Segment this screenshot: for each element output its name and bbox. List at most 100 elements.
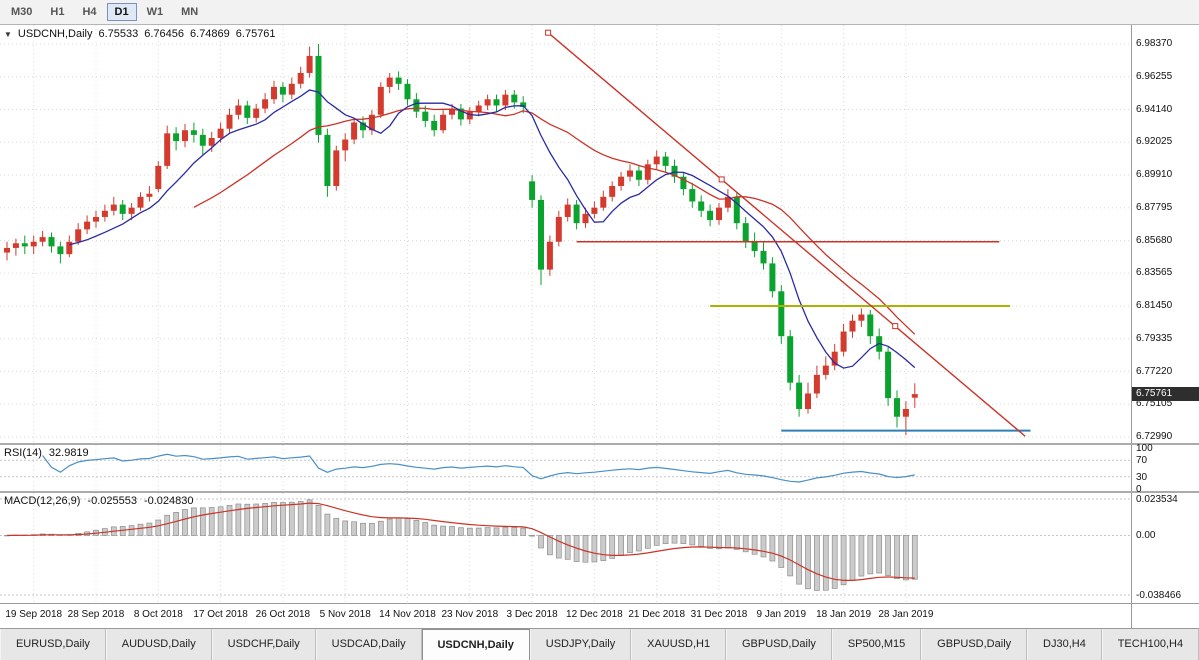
main-chart-canvas[interactable]	[0, 25, 1131, 443]
candle	[849, 314, 856, 338]
candle	[244, 100, 251, 125]
rsi-axis-label: 100	[1136, 443, 1153, 454]
candle	[707, 204, 714, 227]
candle	[796, 374, 803, 417]
main-grid-layer	[0, 25, 1131, 443]
candle	[253, 103, 260, 123]
date-axis-label: 19 Sep 2018	[5, 609, 63, 620]
ma-fast-line	[69, 89, 916, 369]
candle	[377, 82, 384, 118]
timeframe-button-m30[interactable]: M30	[11, 6, 33, 18]
chart-tab-audusd-daily[interactable]: AUDUSD,Daily	[105, 629, 212, 660]
candle	[573, 199, 580, 230]
date-axis-label: 14 Nov 2018	[379, 609, 436, 620]
candle	[288, 77, 295, 100]
candle	[182, 124, 188, 148]
timeframe-button-mn[interactable]: MN	[181, 6, 199, 18]
timeframe-button-h1[interactable]: H1	[50, 6, 65, 18]
candle	[4, 241, 10, 261]
price-axis-label: 6.79335	[1136, 332, 1173, 344]
panel-divider[interactable]	[0, 443, 1199, 445]
rsi-row: RSI(14) 32.9819 100 70 30 0	[0, 443, 1199, 495]
chart-tab-usdjpy-daily[interactable]: USDJPY,Daily	[529, 629, 632, 660]
trendline[interactable]	[547, 32, 1026, 437]
trendline-handle[interactable]	[718, 176, 725, 183]
timeframe-button-d1[interactable]: D1	[106, 3, 137, 21]
candle	[466, 107, 473, 125]
candle	[351, 117, 358, 145]
chart-tab-xauusd-h1[interactable]: XAUUSD,H1	[631, 629, 727, 660]
candle	[84, 215, 91, 234]
main-chart-row: ▼ USDCNH,Daily 6.75533 6.76456 6.74869 6…	[0, 25, 1199, 443]
macd-name-label: MACD(12,26,9)	[4, 495, 81, 507]
chart-tab-eurusd-daily[interactable]: EURUSD,Daily	[0, 629, 106, 660]
candle	[609, 181, 616, 202]
candle	[306, 46, 313, 78]
candle	[582, 207, 589, 228]
candle	[404, 79, 411, 106]
candle	[751, 232, 758, 258]
chart-tab-usdchf-daily[interactable]: USDCHF,Daily	[211, 629, 316, 660]
candle	[493, 94, 500, 112]
price-axis-label: 6.96255	[1136, 70, 1173, 82]
candle	[12, 238, 19, 256]
candle	[698, 195, 705, 217]
macd-canvas[interactable]	[0, 493, 1131, 603]
date-axis-label: 12 Dec 2018	[566, 609, 623, 620]
candle	[21, 235, 28, 255]
chart-tab-gbpusd-daily[interactable]: GBPUSD,Daily	[921, 629, 1028, 660]
candle	[529, 175, 536, 208]
price-axis-label: 6.98370	[1136, 38, 1173, 49]
panel-divider[interactable]	[0, 491, 1199, 493]
price-axis-label: 6.94140	[1136, 103, 1173, 115]
chart-tab-dj30-h4[interactable]: DJ30,H4	[1027, 629, 1102, 660]
date-axis-row: 19 Sep 2018 28 Sep 2018 8 Oct 2018 17 Oct 2…	[0, 603, 1199, 628]
candle	[671, 159, 678, 183]
candle	[110, 196, 117, 216]
date-axis-label: 9 Jan 2019	[756, 609, 807, 620]
trendline-handle[interactable]	[545, 29, 552, 36]
rsi-canvas[interactable]	[0, 445, 1131, 491]
macd-signal-line	[7, 502, 915, 582]
macd-axis-label: 0.00	[1136, 530, 1156, 542]
chart-dropdown-arrow-icon[interactable]: ▼	[4, 29, 12, 39]
rsi-value-label: 32.9819	[48, 447, 89, 459]
candle	[555, 210, 562, 247]
rsi-grid-layer	[0, 445, 1131, 491]
candle	[279, 82, 286, 103]
candle	[662, 151, 669, 173]
candle	[805, 382, 811, 414]
rsi-axis-label: 70	[1136, 455, 1148, 467]
candle	[199, 128, 206, 156]
chart-tab-tech100-h4[interactable]: TECH100,H4	[1101, 629, 1199, 660]
candle	[813, 365, 820, 399]
main-chart[interactable]: ▼ USDCNH,Daily 6.75533 6.76456 6.74869 6…	[0, 25, 1131, 443]
date-axis-label: 26 Oct 2018	[255, 609, 311, 620]
chart-tab-sp500-m15[interactable]: SP500,M15	[831, 629, 922, 660]
candle	[137, 192, 144, 211]
candle	[119, 199, 126, 221]
chart-tab-usdcnh-daily[interactable]: USDCNH,Daily	[421, 629, 530, 660]
trendline-handle[interactable]	[892, 323, 899, 330]
candle	[297, 66, 304, 89]
price-axis[interactable]: 6.75761 6.98370 6.96255 6.94140 6.92025 6.89…	[1131, 25, 1199, 443]
timeframe-button-h4[interactable]: H4	[82, 6, 97, 18]
timeframe-button-w1[interactable]: W1	[146, 6, 164, 18]
chart-ohlc-header: ▼ USDCNH,Daily 6.75533 6.76456 6.74869 6…	[4, 28, 276, 40]
chart-tab-gbpusd-daily[interactable]: GBPUSD,Daily	[726, 629, 832, 660]
candle	[831, 343, 838, 371]
candle	[190, 122, 197, 143]
macd-axis-label: 0.023534	[1136, 494, 1178, 505]
candle	[457, 103, 464, 126]
chart-open-value: 6.75533	[98, 28, 139, 40]
price-axis-label: 6.85680	[1136, 234, 1173, 246]
timeframe-toolbar: M30 H1 H4 D1 W1 MN	[0, 0, 1199, 25]
rsi-panel[interactable]: RSI(14) 32.9819	[0, 445, 1131, 491]
candle	[538, 195, 544, 286]
chart-tab-usdcad-daily[interactable]: USDCAD,Daily	[315, 629, 422, 660]
macd-signal-value: -0.024830	[143, 495, 194, 507]
candle	[742, 216, 749, 248]
macd-panel[interactable]: MACD(12,26,9) -0.025553 -0.024830	[0, 493, 1131, 603]
date-axis[interactable]: 19 Sep 2018 28 Sep 2018 8 Oct 2018 17 Oct 2…	[0, 604, 1131, 628]
candle	[475, 100, 482, 117]
